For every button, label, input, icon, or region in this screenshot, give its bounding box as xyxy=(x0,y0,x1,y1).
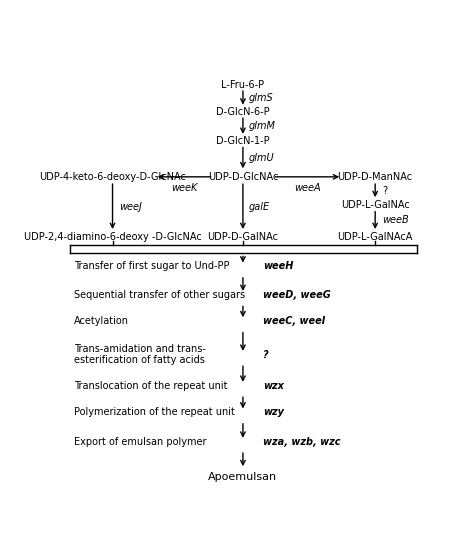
Text: galE: galE xyxy=(248,202,270,211)
Text: UDP-D-GalNAc: UDP-D-GalNAc xyxy=(208,232,278,242)
Text: UDP-L-GalNAc: UDP-L-GalNAc xyxy=(341,200,410,210)
Text: UDP-D-ManNAc: UDP-D-ManNAc xyxy=(337,172,413,182)
Text: weeH: weeH xyxy=(263,262,293,271)
Text: weeK: weeK xyxy=(171,183,197,193)
Text: UDP-D-GlcNAc: UDP-D-GlcNAc xyxy=(208,172,278,182)
Text: Apoemulsan: Apoemulsan xyxy=(209,472,277,482)
Text: Sequential transfer of other sugars: Sequential transfer of other sugars xyxy=(74,290,245,300)
Text: weeJ: weeJ xyxy=(119,202,142,211)
Text: UDP-2,4-diamino-6-deoxy -D-GlcNAc: UDP-2,4-diamino-6-deoxy -D-GlcNAc xyxy=(24,232,201,242)
Text: weeC, weeI: weeC, weeI xyxy=(263,316,326,326)
Text: Trans-amidation and trans-
esterification of fatty acids: Trans-amidation and trans- esterificatio… xyxy=(74,344,206,366)
Text: ?: ? xyxy=(382,186,387,196)
Text: D-GlcN-6-P: D-GlcN-6-P xyxy=(216,107,270,117)
Text: glmS: glmS xyxy=(248,93,273,103)
Text: Export of emulsan polymer: Export of emulsan polymer xyxy=(74,437,207,447)
Text: weeA: weeA xyxy=(294,183,320,193)
Text: Acetylation: Acetylation xyxy=(74,316,129,326)
Text: D-GlcN-1-P: D-GlcN-1-P xyxy=(216,136,270,146)
Text: L-Fru-6-P: L-Fru-6-P xyxy=(221,80,264,90)
Text: wzy: wzy xyxy=(263,408,284,417)
Text: UDP-4-keto-6-deoxy-D-GlcNAc: UDP-4-keto-6-deoxy-D-GlcNAc xyxy=(39,172,186,182)
Text: Polymerization of the repeat unit: Polymerization of the repeat unit xyxy=(74,408,235,417)
Text: glmU: glmU xyxy=(248,153,274,163)
Text: UDP-L-GalNAcA: UDP-L-GalNAcA xyxy=(337,232,413,242)
Text: Transfer of first sugar to Und-PP: Transfer of first sugar to Und-PP xyxy=(74,262,229,271)
Text: weeB: weeB xyxy=(382,215,409,225)
Text: wza, wzb, wzc: wza, wzb, wzc xyxy=(263,437,341,447)
Text: glmM: glmM xyxy=(248,121,275,131)
Text: Translocation of the repeat unit: Translocation of the repeat unit xyxy=(74,381,228,391)
Text: weeD, weeG: weeD, weeG xyxy=(263,290,331,300)
Text: wzx: wzx xyxy=(263,381,284,391)
Text: ?: ? xyxy=(263,349,269,359)
